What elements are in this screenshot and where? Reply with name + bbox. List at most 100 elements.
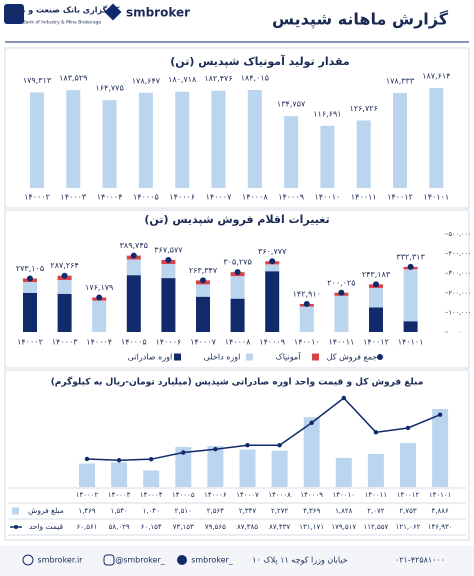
bar-segment	[299, 306, 314, 332]
footer-telegram: smbroker_	[191, 556, 234, 565]
line-point	[309, 420, 314, 425]
data-label: ۳۶۷,۵۷۷	[154, 245, 183, 254]
bar	[66, 90, 81, 188]
total-dot	[373, 281, 379, 288]
bar	[207, 446, 224, 487]
table-cell: ۱,۰۴۰	[143, 507, 160, 515]
x-tick-label: ۱۴۰۰۱۲	[397, 491, 420, 499]
bar	[284, 116, 299, 188]
x-tick-label: ۱۴۰۰۰۸	[242, 193, 268, 202]
table-cell: ۱۱۲,۵۵۷	[364, 523, 389, 531]
x-tick-label: ۱۴۰۰۱۲	[387, 193, 413, 202]
x-tick-label: ۱۴۰۰۱۰	[333, 491, 356, 499]
legend-label: اوره صادراتی	[128, 353, 172, 362]
x-tick-label: ۱۴۰۱۰۱	[398, 338, 424, 347]
line-point	[116, 458, 122, 463]
bar-segment	[196, 284, 210, 297]
bar-segment	[403, 269, 418, 322]
x-tick-label: ۱۴۰۰۰۶	[169, 193, 195, 202]
bar-segment	[161, 278, 176, 332]
bank-name-en: Bank of Industry & Mine Brokerage	[23, 20, 102, 26]
chart-title: مبلغ فروش کل و قیمت واحد اوره صادراتی شپ…	[51, 376, 424, 388]
x-tick-label: ۱۴۰۰۰۲	[76, 491, 99, 499]
table-cell: ۴,۳۶۹	[303, 507, 321, 515]
line-point	[341, 395, 346, 401]
x-tick-label: ۱۴۰۰۰۴	[97, 193, 123, 202]
total-dot	[130, 252, 137, 259]
line-point	[84, 456, 90, 462]
y-tick-label: ۴۰۰,۰۰۰	[448, 250, 471, 258]
table-cell: ۵۸,۰۲۹	[109, 523, 130, 531]
bar	[367, 453, 384, 487]
x-tick-label: ۱۴۰۰۰۸	[225, 338, 251, 347]
section-box	[4, 47, 470, 209]
x-tick-label: ۱۴۰۰۰۶	[156, 338, 182, 347]
table-cell: ۲,۰۷۲	[367, 507, 385, 515]
line-point	[213, 447, 218, 452]
data-label: ۲۰۰,۰۲۵	[327, 278, 355, 287]
data-label: ۳۶۰,۷۷۷	[258, 247, 287, 256]
bar	[79, 463, 95, 487]
data-label: ۳۳۲,۳۱۳	[396, 252, 425, 261]
table-cell: ۸۷,۴۳۷	[269, 523, 290, 531]
data-label: ۱۸۷,۶۱۴	[422, 72, 450, 81]
section-box	[4, 369, 470, 541]
table-cell: ۸۷,۳۸۵	[237, 523, 258, 531]
table-cell: ۱,۴۶۹	[78, 507, 96, 515]
total-dot	[165, 256, 172, 263]
bar	[175, 91, 190, 188]
line-point	[149, 456, 154, 462]
y-tick-label: ۲۰۰,۰۰۰	[448, 289, 471, 297]
line	[86, 396, 441, 462]
line-point	[373, 430, 379, 435]
legend-swatch	[14, 525, 18, 529]
bar-segment	[126, 275, 141, 332]
total-dot	[96, 294, 103, 301]
chart-title: تغییرات اقلام فروش شپدیس (تن)	[144, 213, 329, 226]
table-cell: ۴,۸۸۶	[431, 507, 449, 515]
x-tick-label: ۱۴۰۰۱۱	[365, 491, 388, 499]
bar	[432, 409, 449, 487]
x-tick-label: ۱۴۰۰۰۵	[133, 193, 159, 202]
bar	[400, 443, 416, 487]
bar	[175, 446, 192, 487]
total-dot	[338, 289, 345, 296]
bar	[303, 417, 320, 487]
y-tick-label: ۵۰۰,۰۰۰	[448, 230, 471, 238]
bar-segment	[57, 280, 72, 294]
bar	[102, 100, 117, 188]
x-tick-label: ۱۴۰۰۰۲	[24, 193, 50, 202]
footer-band	[0, 546, 474, 576]
legend-label: آمونیاک	[276, 352, 302, 362]
table-cell: ۲,۵۱۰	[175, 507, 192, 515]
x-tick-label: ۱۴۰۰۰۹	[259, 338, 285, 347]
x-tick-label: ۱۴۰۰۱۱	[329, 338, 355, 347]
brand-logo	[104, 3, 122, 21]
y-tick-label: ۱۰۰,۰۰۰	[448, 308, 471, 316]
x-tick-label: ۱۴۰۰۱۲	[363, 338, 389, 347]
legend-swatch	[312, 353, 319, 361]
bar	[211, 90, 226, 188]
data-label: ۱۸۰,۷۱۸	[168, 75, 197, 84]
x-tick-label: ۱۴۰۰۰۹	[300, 491, 323, 499]
chart-title: مقدار تولید آمونیاک شپدیس (تن)	[170, 54, 349, 68]
table-cell: ۷۹,۵۶۵	[205, 523, 226, 531]
total-dot	[200, 277, 206, 284]
data-label: ۱۱۶,۶۹۱	[313, 109, 341, 118]
x-tick-label: ۱۴۰۰۱۰	[294, 338, 320, 347]
instagram-icon	[103, 554, 115, 566]
x-tick-label: ۱۴۰۰۰۹	[278, 193, 304, 202]
bar-segment	[161, 263, 176, 279]
legend-swatch	[174, 353, 181, 361]
total-dot	[407, 263, 414, 270]
total-dot	[27, 275, 33, 282]
data-label: ۱۸۲,۴۷۶	[204, 74, 232, 83]
footer-address: خیابان وزرا کوچه ۱۱ پلاک ۱۰	[252, 556, 347, 565]
brand-name: smbroker	[126, 6, 190, 20]
bar-segment	[196, 296, 210, 332]
data-label: ۳۸۹,۷۴۵	[120, 241, 148, 250]
data-label: ۳۰۵,۲۷۵	[223, 258, 251, 267]
table-cell: ۱۳۱,۱۷۱	[299, 523, 324, 531]
bar	[138, 92, 153, 188]
